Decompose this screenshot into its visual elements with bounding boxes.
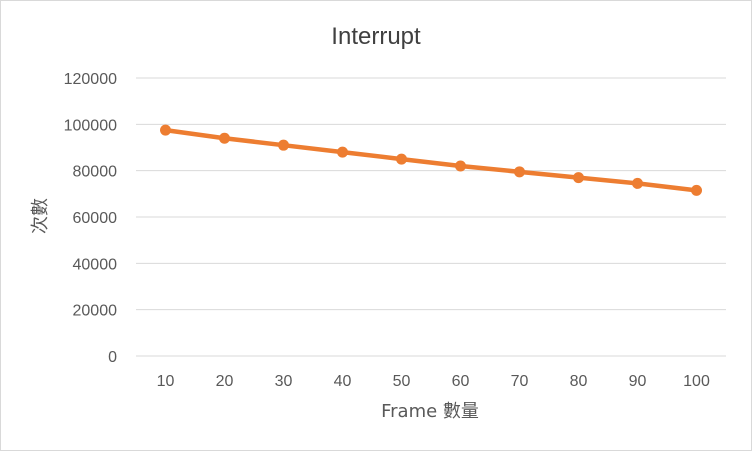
data-point	[278, 139, 289, 151]
y-tick-label: 120000	[64, 71, 117, 88]
y-tick-label: 0	[108, 349, 117, 366]
x-tick-label: 90	[629, 373, 647, 390]
series-line	[163, 127, 699, 193]
chart-title: Interrupt	[331, 23, 421, 50]
x-tick-label: 60	[452, 373, 470, 390]
y-tick-label: 100000	[64, 117, 117, 134]
x-tick-label: 30	[275, 373, 293, 390]
data-point	[514, 166, 525, 178]
x-tick-label: 100	[683, 373, 710, 390]
x-axis-title: Frame 數量	[381, 401, 479, 422]
y-tick-label: 60000	[73, 210, 118, 227]
y-tick-label: 20000	[73, 303, 118, 320]
data-point	[691, 184, 702, 196]
data-point	[160, 124, 171, 136]
data-point	[573, 172, 584, 184]
y-axis-title: 次數	[30, 198, 51, 234]
series-group	[160, 124, 702, 196]
x-tick-label: 80	[570, 373, 588, 390]
x-axis-tick-labels: 10 20 30 40 50 60 70 80 90 100	[157, 373, 710, 390]
y-axis-tick-labels: 0 20000 40000 60000 80000 100000 120000	[64, 71, 117, 366]
data-point	[219, 132, 230, 144]
x-tick-label: 70	[511, 373, 529, 390]
y-tick-label: 40000	[73, 256, 118, 273]
x-tick-label: 20	[216, 373, 234, 390]
data-point	[337, 146, 348, 158]
y-tick-label: 80000	[73, 164, 118, 181]
data-point	[632, 177, 643, 189]
gridlines	[136, 77, 726, 357]
x-tick-label: 50	[393, 373, 411, 390]
data-point	[455, 160, 466, 172]
x-tick-label: 40	[334, 373, 352, 390]
x-tick-label: 10	[157, 373, 175, 390]
data-point	[396, 153, 407, 165]
